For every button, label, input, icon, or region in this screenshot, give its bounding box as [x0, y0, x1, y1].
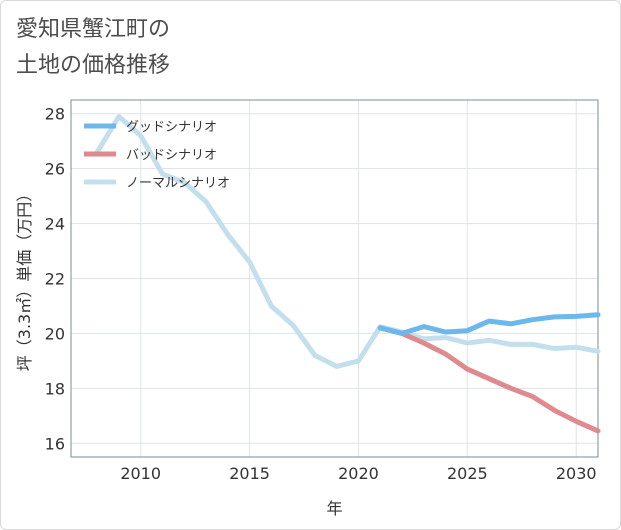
x-tick-label: 2030 — [556, 464, 597, 483]
chart-title: 愛知県蟹江町の 土地の価格推移 — [16, 17, 171, 78]
series-line — [377, 325, 601, 434]
y-tick-label: 16 — [45, 434, 65, 453]
x-tick-label: 2020 — [338, 464, 379, 483]
series-line — [94, 114, 601, 369]
x-tick-label: 2025 — [447, 464, 488, 483]
grid-lines — [71, 100, 598, 457]
y-axis-title: 坪（3.3㎡）単価（万円） — [15, 186, 34, 371]
legend-label: グッドシナリオ — [126, 120, 217, 135]
y-tick-label: 20 — [45, 324, 65, 343]
y-tick-label: 24 — [45, 215, 65, 234]
x-tick-label: 2010 — [120, 464, 161, 483]
x-axis-title: 年 — [326, 499, 342, 518]
legend-label: バッドシナリオ — [126, 148, 217, 163]
series-line — [377, 312, 601, 336]
series-lines — [94, 114, 601, 434]
y-tick-label: 18 — [45, 379, 65, 398]
legend-label: ノーマルシナリオ — [126, 176, 230, 191]
y-tick-label: 22 — [45, 270, 65, 289]
plot-area — [70, 99, 599, 458]
y-tick-label: 26 — [45, 160, 65, 179]
y-tick-label: 28 — [45, 105, 65, 124]
x-tick-label: 2015 — [229, 464, 270, 483]
y-axis-ticks: 16 18 20 22 24 26 28 — [45, 105, 65, 454]
x-axis-ticks: 2010 2015 2020 2025 2030 — [120, 464, 596, 483]
